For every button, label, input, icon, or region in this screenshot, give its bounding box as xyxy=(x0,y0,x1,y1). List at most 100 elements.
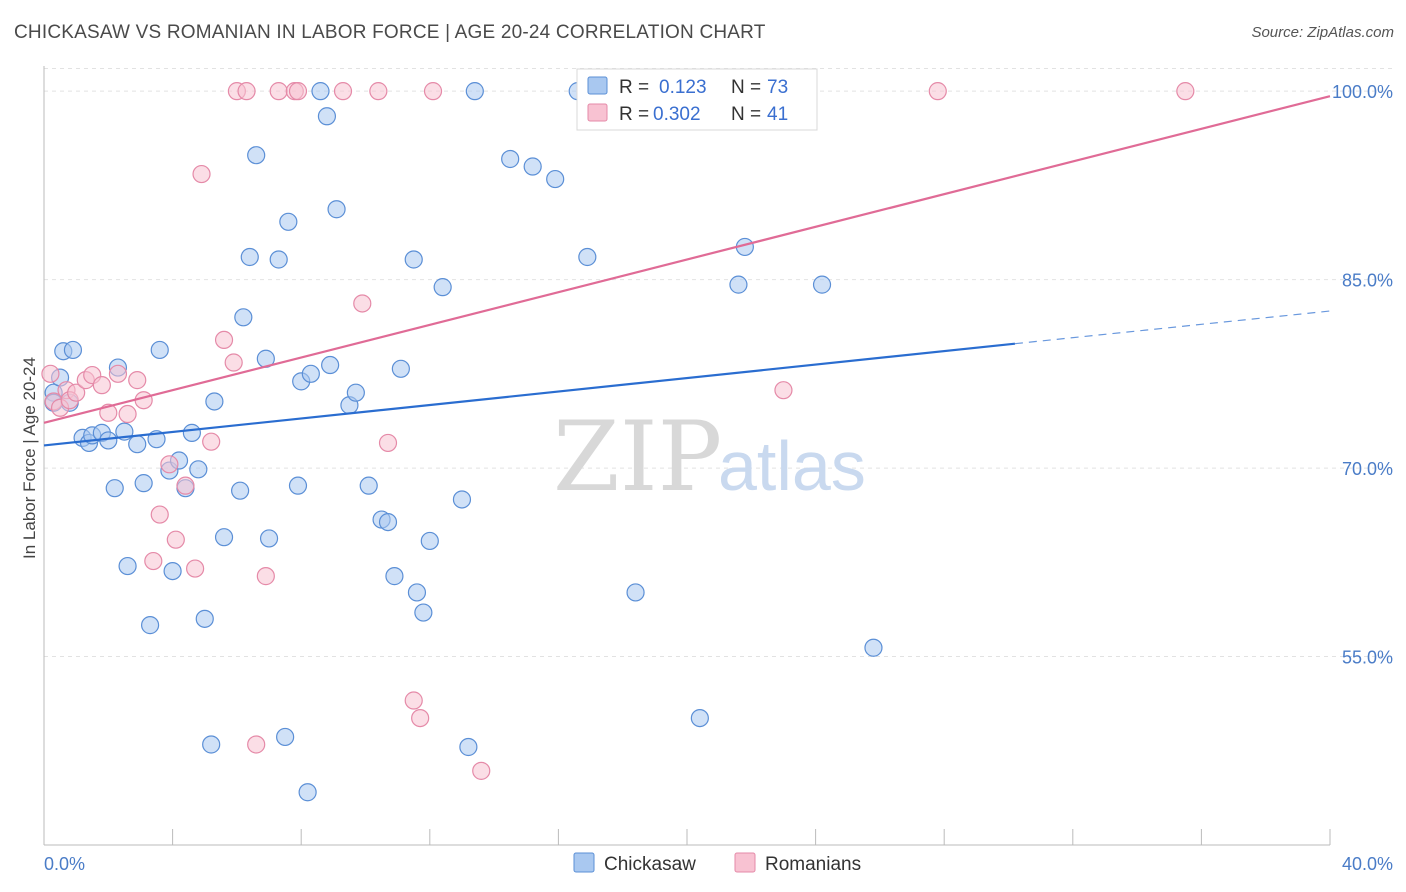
romanians-point xyxy=(166,530,185,549)
chickasaw-point xyxy=(690,708,709,728)
trend-lines xyxy=(43,95,1331,447)
chickasaw-point xyxy=(420,531,439,551)
legend-r-romanians: 0.302 xyxy=(653,104,701,125)
chickasaw-point xyxy=(378,512,398,532)
chickasaw-point xyxy=(327,200,346,219)
chickasaw-point xyxy=(214,528,234,547)
romanians-point xyxy=(186,559,205,578)
romanians-point xyxy=(472,761,491,780)
y-axis-label: In Labor Force | Age 20-24 xyxy=(20,357,39,559)
bottom-swatch-romanians xyxy=(734,852,756,873)
legend-swatch-chickasaw xyxy=(587,76,608,95)
romanians-point xyxy=(269,82,288,101)
legend-n-label: N = xyxy=(731,77,761,98)
chickasaw-point xyxy=(407,583,427,602)
bottom-legend-romanians: Romanians xyxy=(765,854,861,875)
chickasaw-point xyxy=(578,247,597,267)
chickasaw-point xyxy=(182,423,201,442)
chickasaw-point xyxy=(298,783,317,802)
legend-n-label: N = xyxy=(731,104,761,125)
chickasaw-point xyxy=(189,460,208,479)
romanians-point xyxy=(247,735,266,754)
chickasaw-point xyxy=(288,476,308,495)
legend-n-romanians: 41 xyxy=(767,104,788,125)
romanians-point xyxy=(67,383,86,402)
romanians-point xyxy=(160,455,179,474)
chickasaw-point xyxy=(317,107,337,126)
legend-n-chickasaw: 73 xyxy=(767,77,788,98)
chickasaw-point xyxy=(301,364,320,383)
romanians-point xyxy=(1176,82,1195,101)
romanians-point xyxy=(176,476,195,495)
chickasaw-point xyxy=(311,82,330,101)
romanians-point xyxy=(192,164,211,184)
chickasaw-point xyxy=(240,247,259,267)
chickasaw-point xyxy=(118,556,137,576)
romanians-point xyxy=(150,505,169,524)
chickasaw-trend-line xyxy=(43,342,1016,447)
chickasaw-point xyxy=(105,479,124,498)
chickasaw-point xyxy=(128,435,147,454)
stats-legend: R = 0.123 N = 73 R = 0.302 N = 41 xyxy=(576,68,818,131)
romanians-point xyxy=(214,330,234,350)
chickasaw-point xyxy=(433,278,452,297)
bottom-swatch-chickasaw xyxy=(573,852,595,873)
chickasaw-point xyxy=(140,616,160,635)
romanians-point xyxy=(144,551,163,571)
romanians-point xyxy=(411,708,430,728)
romanians-point xyxy=(404,691,423,710)
data-points xyxy=(41,82,1195,802)
chickasaw-point xyxy=(63,340,83,360)
watermark: ZIP atlas xyxy=(553,401,866,513)
chickasaw-point xyxy=(523,157,542,176)
chickasaw-point xyxy=(414,603,433,622)
chickasaw-point xyxy=(134,474,153,493)
chickasaw-point xyxy=(729,275,748,294)
romanians-point xyxy=(237,82,256,101)
chickasaw-point xyxy=(247,146,266,165)
romanians-point xyxy=(224,353,243,372)
chickasaw-point xyxy=(205,392,224,411)
romanians-point xyxy=(378,433,398,453)
romanians-point xyxy=(202,432,221,451)
chickasaw-point xyxy=(202,735,221,754)
romanians-point xyxy=(128,371,147,390)
legend-r-label: R = xyxy=(619,77,649,98)
chickasaw-point xyxy=(231,481,250,500)
legend-r-chickasaw: 0.123 xyxy=(659,77,707,98)
romanians-point xyxy=(108,364,128,383)
chickasaw-point xyxy=(404,250,423,269)
y-tick-label-100: 100.0% xyxy=(1332,82,1393,102)
chickasaw-point xyxy=(259,529,279,548)
romanians-point xyxy=(256,567,275,586)
romanians-point xyxy=(369,82,388,101)
romanians-point xyxy=(353,294,372,313)
chickasaw-point xyxy=(269,250,288,269)
chickasaw-point xyxy=(626,583,645,602)
y-tick-label-85: 85.0% xyxy=(1342,271,1393,291)
chickasaw-point xyxy=(234,308,253,327)
romanians-point xyxy=(41,364,60,383)
romanians-point xyxy=(774,381,793,400)
chickasaw-point xyxy=(812,275,832,294)
chickasaw-point xyxy=(452,490,472,509)
chickasaw-point xyxy=(864,638,883,657)
chickasaw-point xyxy=(276,727,295,747)
chickasaw-point xyxy=(391,359,410,378)
chickasaw-point xyxy=(359,476,378,495)
chickasaw-point xyxy=(150,340,169,360)
grid-lines xyxy=(44,68,1393,658)
chickasaw-point xyxy=(465,82,484,101)
chickasaw-point xyxy=(546,169,565,189)
x-tick-label-right: 40.0% xyxy=(1342,854,1393,874)
romanians-point xyxy=(92,376,111,395)
romanians-trend-line xyxy=(43,95,1331,424)
watermark-zip: ZIP xyxy=(553,401,722,513)
legend-swatch-romanians xyxy=(587,103,608,122)
romanians-point xyxy=(118,404,137,424)
source-credit: Source: ZipAtlas.com xyxy=(1251,24,1394,41)
romanians-point xyxy=(333,82,353,101)
romanians-point xyxy=(423,82,443,101)
axes xyxy=(43,66,1331,846)
